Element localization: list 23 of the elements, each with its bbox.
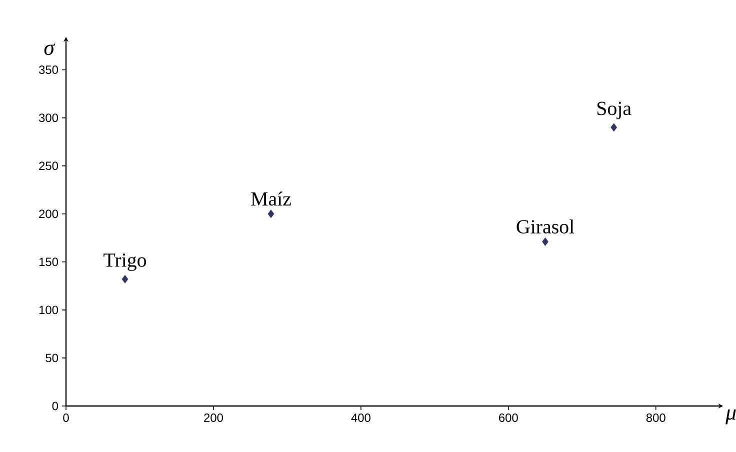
- y-tick-label: 200: [39, 210, 58, 218]
- y-tick-label: 0: [52, 402, 58, 410]
- annotation: Trigo: [104, 253, 146, 271]
- y-tick-label: 100: [39, 306, 58, 314]
- x-tick-label: 0: [63, 414, 69, 422]
- y-tick-label: 300: [38, 114, 58, 122]
- point: [268, 210, 274, 218]
- x-axis-title: μ: [726, 410, 736, 424]
- annotation: Girasol: [516, 219, 574, 234]
- y-tick-label: 150: [39, 258, 58, 266]
- x-tick-label: 200: [204, 414, 223, 422]
- y-axis-title: σ: [44, 44, 56, 56]
- annotation: Maíz: [251, 192, 291, 206]
- y-tick-label: 350: [38, 66, 58, 74]
- x-tick-label: 800: [646, 414, 666, 422]
- y-tick-label: 50: [46, 354, 58, 362]
- x-tick-label: 400: [351, 414, 370, 422]
- point: [610, 123, 618, 132]
- y-tick-label: 250: [39, 162, 58, 170]
- point: [542, 238, 548, 246]
- annotation: Soja: [597, 102, 632, 120]
- x-tick-label: 600: [499, 414, 518, 422]
- point: [122, 274, 128, 284]
